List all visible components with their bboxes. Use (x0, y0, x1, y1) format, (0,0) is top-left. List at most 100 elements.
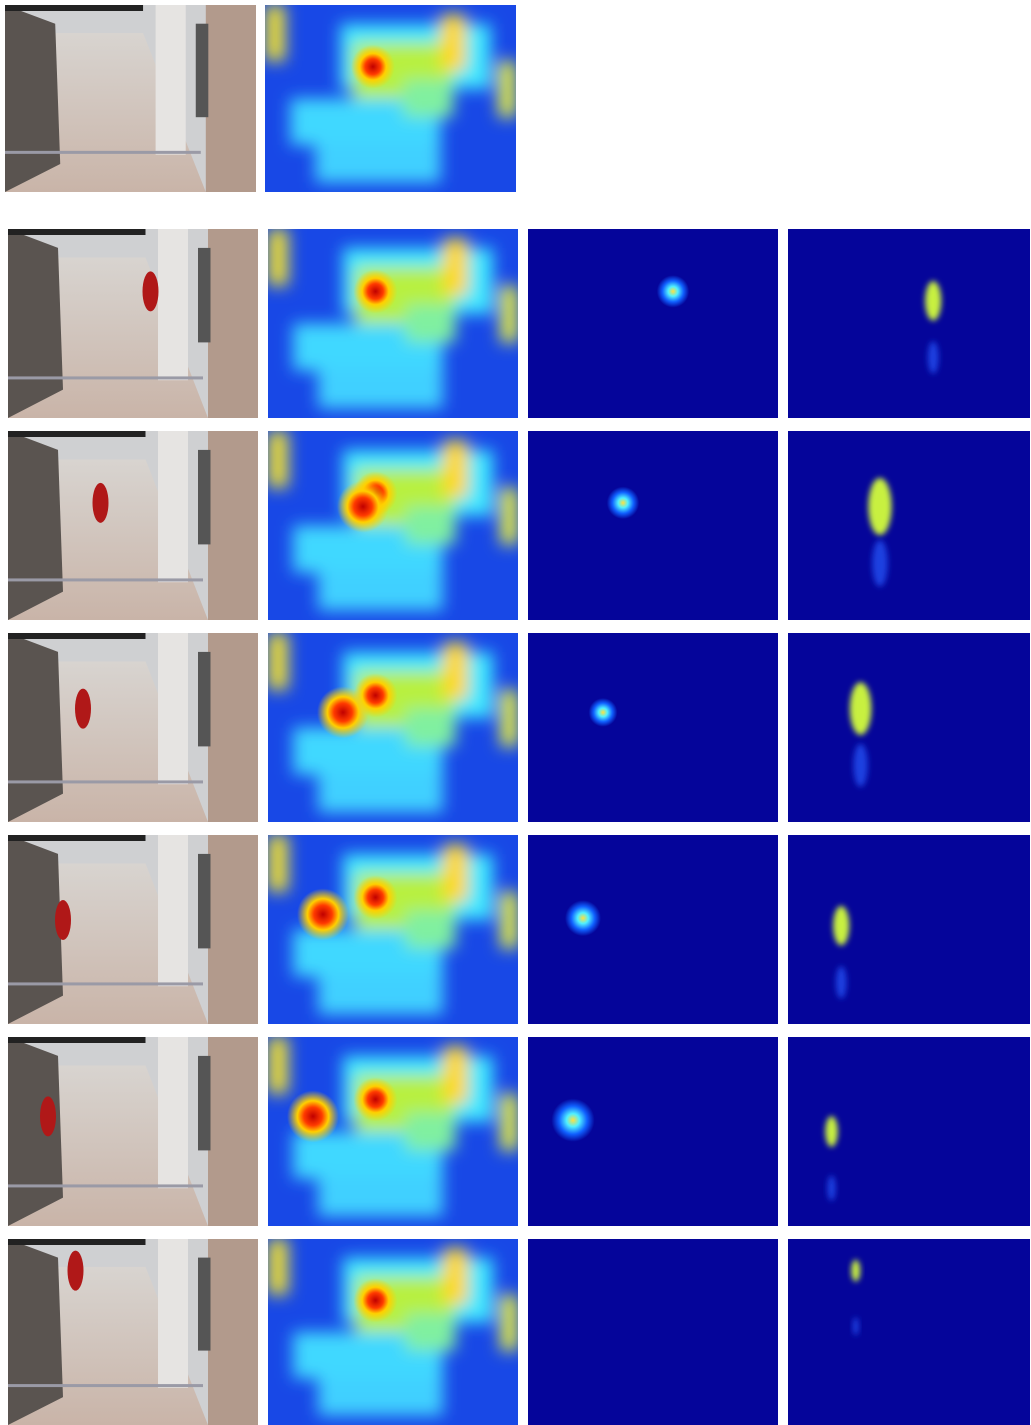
figure (850, 682, 872, 735)
saliency-map (528, 835, 778, 1024)
heat-region (318, 1379, 443, 1416)
map-base (788, 1037, 1030, 1226)
saliency-map (528, 431, 778, 620)
hot-spot (354, 1278, 398, 1322)
pillar (208, 431, 258, 620)
saliency-map (528, 229, 778, 418)
pillar (158, 835, 188, 986)
left-wall (8, 1239, 63, 1425)
stripe (8, 376, 203, 379)
stripe (8, 982, 203, 985)
heat-region (443, 1248, 468, 1304)
timestamp-bar (5, 5, 143, 11)
heat-region (318, 371, 443, 409)
map-base (528, 835, 778, 1024)
left-wall (8, 229, 63, 418)
heat-region (443, 1046, 468, 1103)
pillar (158, 1037, 188, 1188)
heat-region (268, 835, 288, 892)
heat-region (268, 431, 288, 488)
blob (551, 1099, 594, 1142)
heat-region (501, 286, 519, 343)
map-base (788, 431, 1030, 620)
map-base (528, 229, 778, 418)
door (198, 1258, 211, 1351)
heat-region (268, 1037, 288, 1094)
person (93, 483, 109, 523)
pillar (206, 5, 256, 192)
video-frame (8, 431, 258, 620)
map-base (788, 835, 1030, 1024)
pillar (208, 1037, 258, 1226)
hot-spot (354, 269, 398, 313)
heatmap (265, 5, 516, 192)
timestamp-bar (8, 1239, 146, 1245)
saliency-map (528, 633, 778, 822)
heat-region (501, 1094, 519, 1151)
image-grid (0, 0, 1031, 1425)
left-wall (8, 431, 63, 620)
pillar (208, 633, 258, 822)
heat-region (406, 507, 456, 545)
timestamp-bar (8, 431, 146, 437)
door (198, 652, 211, 747)
figure-page (0, 0, 1031, 1425)
heat-region (315, 145, 441, 182)
hot-spot (354, 875, 398, 919)
heat-region (443, 844, 468, 901)
hot-spot (351, 45, 395, 89)
pillar (158, 1239, 188, 1388)
heatmap (268, 633, 518, 822)
heat-region (443, 440, 468, 497)
left-wall (8, 633, 63, 822)
heat-region (406, 305, 456, 343)
heat-region (443, 642, 468, 699)
figure-shadow (853, 1317, 859, 1335)
heat-region (441, 14, 466, 70)
motion-map (788, 835, 1030, 1024)
timestamp-bar (8, 835, 146, 841)
motion-map (788, 229, 1030, 418)
hot-spot (297, 888, 349, 940)
motion-map (788, 633, 1030, 822)
stripe (5, 151, 201, 154)
person (75, 689, 91, 729)
figure-shadow (836, 966, 847, 998)
figure-shadow (928, 341, 939, 373)
figure-shadow (872, 540, 888, 587)
heat-region (268, 633, 288, 690)
stripe (8, 780, 203, 783)
stripe (8, 1184, 203, 1187)
person (143, 271, 159, 311)
timestamp-bar (8, 633, 146, 639)
heat-region (406, 911, 456, 949)
person (40, 1096, 56, 1136)
blob (607, 487, 639, 519)
pillar (208, 229, 258, 418)
pillar (208, 1239, 258, 1425)
heat-region (501, 488, 519, 545)
heatmap (268, 1037, 518, 1226)
motion-map (788, 1037, 1030, 1226)
hot-spot (337, 481, 389, 533)
video-frame (5, 5, 256, 192)
heat-region (268, 1239, 288, 1295)
heatmap (268, 835, 518, 1024)
pillar (156, 5, 186, 155)
person (68, 1251, 84, 1291)
heat-region (318, 1179, 443, 1217)
door (198, 450, 211, 545)
timestamp-bar (8, 229, 146, 235)
motion-map (788, 1239, 1030, 1425)
video-frame (8, 1037, 258, 1226)
video-frame (8, 1239, 258, 1425)
heat-region (501, 892, 519, 949)
video-frame (8, 633, 258, 822)
pillar (158, 229, 188, 380)
left-wall (5, 5, 60, 192)
heat-region (498, 61, 516, 117)
heatmap (268, 1239, 518, 1425)
heat-region (265, 5, 285, 61)
heat-region (501, 690, 519, 747)
blob (565, 900, 601, 936)
